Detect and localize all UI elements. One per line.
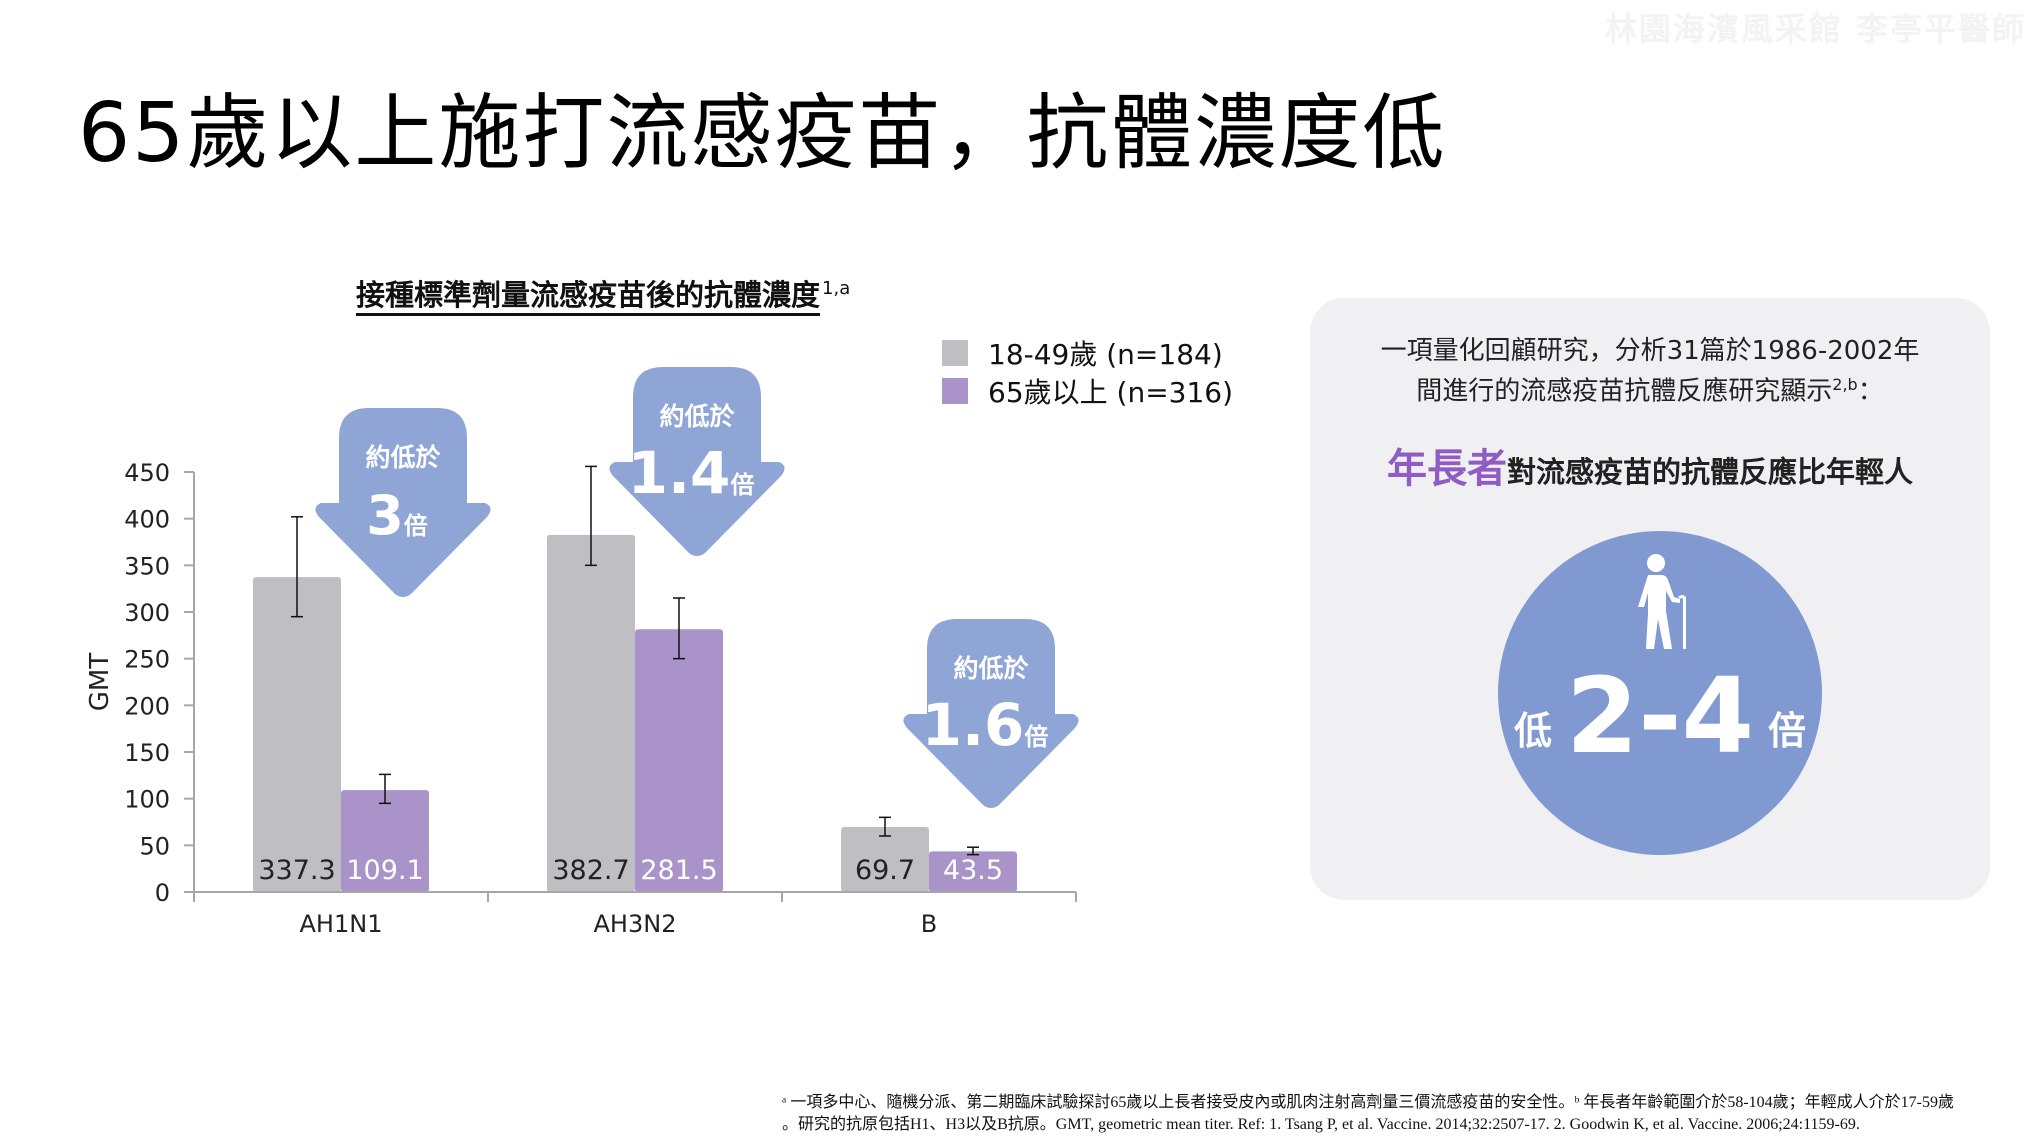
legend-item-young: 18-49歲 (n=184) <box>942 334 1233 372</box>
footnote-line1: ᵃ 一項多中心、隨機分派、第二期臨床試驗探討65歲以上長者接受皮內或肌肉注射高劑… <box>782 1094 1954 1111</box>
panel-description-line1: 一項量化回顧研究，分析31篇於1986-2002年 <box>1380 336 1920 366</box>
highlight-word: 年長者 <box>1386 446 1507 492</box>
bar-b-series0 <box>841 826 929 892</box>
data-label: 382.7 <box>552 855 629 886</box>
data-label: 69.7 <box>855 855 915 886</box>
stat-circle: 低 2-4 倍 <box>1498 531 1822 855</box>
y-axis-label: GMT <box>85 653 115 712</box>
highlight-rest: 對流感疫苗的抗體反應比年輕人 <box>1506 455 1913 489</box>
y-tick-label: 450 <box>124 459 170 487</box>
bar-ah3n2-series1 <box>635 629 723 892</box>
y-tick-label: 0 <box>155 879 170 907</box>
x-tick-label: AH1N1 <box>300 910 383 938</box>
panel-line2-colon: ： <box>1857 376 1884 407</box>
data-label: 43.5 <box>943 855 1003 886</box>
legend-swatch-young <box>942 340 968 366</box>
chart-title-superscript: 1,a <box>822 278 851 300</box>
annotation-unit: 倍 <box>1024 723 1048 751</box>
y-tick-label: 150 <box>124 739 170 767</box>
footnote-line2: 。研究的抗原包括H1、H3以及B抗原。GMT, geometric mean t… <box>782 1116 1860 1133</box>
chart-title: 接種標準劑量流感疫苗後的抗體濃度 1,a <box>356 272 850 314</box>
stat-text: 低 2-4 倍 <box>1498 655 1822 777</box>
y-tick-label: 350 <box>124 552 170 580</box>
footnotes: ᵃ 一項多中心、隨機分派、第二期臨床試驗探討65歲以上長者接受皮內或肌肉注射高劑… <box>782 1092 1954 1136</box>
chart-legend: 18-49歲 (n=184) 65歲以上 (n=316) <box>942 334 1233 410</box>
y-tick-label: 300 <box>124 599 170 627</box>
bar-ah3n2-series0 <box>547 534 635 892</box>
y-tick-label: 400 <box>124 506 170 534</box>
y-tick-label: 100 <box>124 786 170 814</box>
panel-line2-superscript: 2,b <box>1832 375 1858 394</box>
data-label: 337.3 <box>258 855 335 886</box>
legend-label-elderly: 65歲以上 (n=316) <box>988 376 1234 409</box>
elderly-person-with-cane-icon <box>1638 554 1686 649</box>
annotation-number: 1.4 <box>628 439 731 507</box>
annotation-value: 1.6倍 <box>922 691 1049 759</box>
data-label: 281.5 <box>640 855 717 886</box>
legend-swatch-elderly <box>942 378 968 404</box>
annotation-unit: 倍 <box>730 471 754 499</box>
x-tick-label: B <box>921 910 937 938</box>
annotation-unit: 倍 <box>404 512 428 540</box>
annotation-prefix: 約低於 <box>659 402 735 431</box>
stat-value: 2-4 <box>1566 655 1754 777</box>
stat-prefix: 低 <box>1514 709 1553 753</box>
panel-highlight: 年長者對流感疫苗的抗體反應比年輕人 <box>1310 436 1990 494</box>
panel-line2-text: 間進行的流感疫苗抗體反應研究顯示 <box>1416 376 1833 407</box>
bar-ah1n1-series1 <box>341 790 429 892</box>
y-tick-label: 200 <box>124 692 170 720</box>
down-arrow-icon <box>315 408 491 597</box>
annotation-value: 3倍 <box>366 484 428 547</box>
panel-description: 一項量化回顧研究，分析31篇於1986-2002年 間進行的流感疫苗抗體反應研究… <box>1310 334 1990 409</box>
y-tick-label: 250 <box>124 646 170 674</box>
bar-chart: 0 50 100 150 200 250 300 350 400 450 GMT AH1N1 337.3… <box>85 367 1079 938</box>
annotation-prefix: 約低於 <box>953 654 1029 683</box>
data-label: 109.1 <box>346 855 423 886</box>
stat-suffix: 倍 <box>1767 709 1806 753</box>
slide-title: 65歲以上施打流感疫苗，抗體濃度低 <box>78 86 1447 181</box>
annotation-number: 3 <box>366 484 404 547</box>
down-arrow-icon <box>609 367 785 556</box>
y-tick-label: 50 <box>139 832 170 860</box>
bar-b-series1 <box>929 851 1017 892</box>
down-arrow-icon <box>903 619 1079 808</box>
annotation-number: 1.6 <box>922 691 1025 759</box>
chart-title-text: 接種標準劑量流感疫苗後的抗體濃度 <box>356 278 821 312</box>
panel-description-line2: 間進行的流感疫苗抗體反應研究顯示2,b： <box>1310 368 1990 409</box>
annotation-value: 1.4倍 <box>628 439 755 507</box>
legend-label-young: 18-49歲 (n=184) <box>988 338 1223 371</box>
x-tick-label: AH3N2 <box>594 910 677 938</box>
watermark: 林園海濱風采館 李亭平醫師 <box>1604 10 2026 48</box>
annotation-prefix: 約低於 <box>365 443 441 472</box>
legend-item-elderly: 65歲以上 (n=316) <box>942 372 1233 410</box>
bar-ah1n1-series0 <box>253 577 341 892</box>
